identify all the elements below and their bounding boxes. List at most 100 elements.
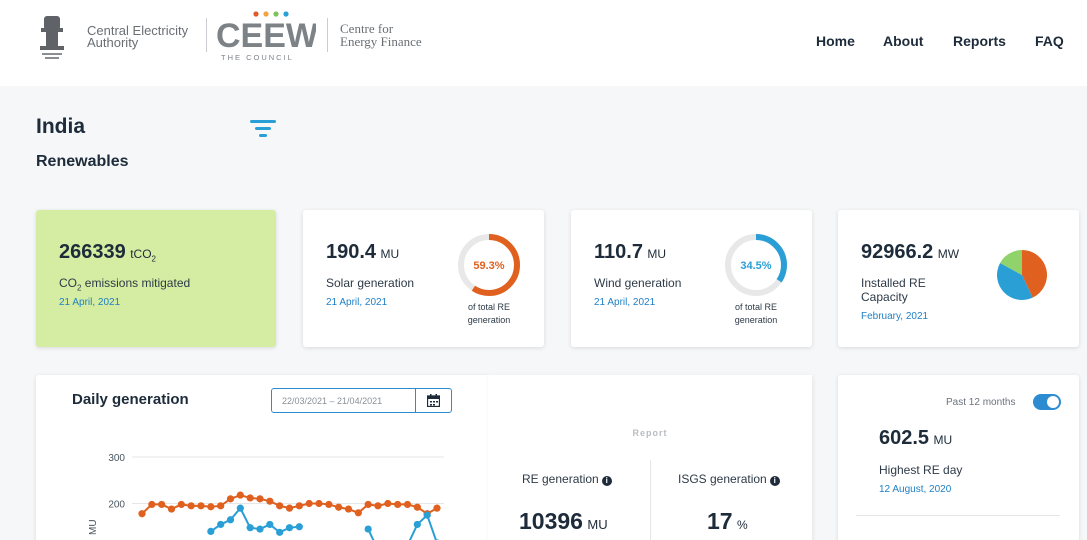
top-header: Central Electricity Authority CEEW THE C… [0, 0, 1087, 86]
capacity-pie-chart [997, 250, 1047, 300]
solar-percent: 59.3% [473, 260, 504, 272]
wind-value: 110.7 [594, 241, 643, 263]
capacity-label-2: Capacity [861, 290, 908, 304]
pie-slice-2 [1000, 250, 1022, 275]
series-0-point[interactable] [433, 504, 441, 512]
logo-divider [206, 18, 207, 52]
wind-date: 21 April, 2021 [594, 297, 656, 308]
series-0-point[interactable] [305, 499, 313, 508]
solar-donut: 59.3% [458, 234, 520, 296]
wind-label: Wind generation [594, 276, 682, 290]
series-0-point[interactable] [256, 495, 264, 503]
series-1-point[interactable] [226, 516, 235, 524]
capacity-value-row: 92966.2 MW [861, 241, 959, 264]
report-divider [650, 460, 651, 540]
series-0-point[interactable] [374, 502, 382, 510]
series-1-point[interactable] [246, 524, 254, 532]
capacity-label-1: Installed RE [861, 276, 926, 290]
solar-note-1: of total RE [467, 302, 511, 312]
series-0-point[interactable] [384, 499, 392, 508]
nav-about[interactable]: About [883, 33, 924, 49]
series-0-point[interactable] [158, 500, 166, 509]
nav-home[interactable]: Home [816, 33, 855, 49]
ceew-wordmark: CEEW [216, 17, 316, 55]
cea-line-2: Authority [87, 35, 139, 50]
series-0-point[interactable] [335, 503, 343, 511]
series-0-point[interactable] [403, 500, 412, 509]
report-panel: Report RE generation i 10396 MU ISGS gene… [488, 375, 812, 540]
co2-label-pre: CO [59, 276, 77, 290]
series-0-point[interactable] [177, 500, 185, 509]
solar-value: 190.4 [326, 241, 377, 263]
series-0-point[interactable] [413, 503, 421, 511]
co2-unit-text: tCO [130, 247, 152, 261]
isgs-generation-unit: % [737, 518, 748, 532]
re-info-icon[interactable]: i [601, 476, 612, 486]
series-1-point[interactable] [285, 524, 294, 532]
series-0-point[interactable] [197, 502, 205, 510]
nav-reports[interactable]: Reports [953, 33, 1006, 49]
series-0-point[interactable] [276, 502, 284, 510]
series-0-point[interactable] [285, 504, 294, 512]
series-1-point[interactable] [276, 528, 284, 536]
series-0-point[interactable] [246, 494, 254, 502]
highest-value-row: 602.5 MU [879, 427, 952, 450]
pie-slice-0 [1022, 250, 1047, 298]
series-0-point[interactable] [207, 503, 215, 511]
y-tick-300: 300 [108, 453, 125, 464]
series-0-point[interactable] [266, 497, 274, 505]
series-1-point[interactable] [236, 504, 244, 512]
solar-unit: MU [380, 247, 400, 261]
section-title: Renewables [36, 153, 129, 170]
filter-icon[interactable] [250, 118, 278, 140]
series-1-point[interactable] [423, 511, 431, 519]
report-title: Report [632, 428, 668, 438]
wind-percent: 34.5% [740, 260, 771, 272]
solar-label: Solar generation [326, 276, 415, 290]
series-0-point[interactable] [236, 491, 244, 499]
series-1-point[interactable] [295, 523, 303, 531]
solar-card: 190.4 MU Solar generation 21 April, 2021… [303, 210, 544, 347]
co2-unit-sub: 2 [151, 254, 156, 264]
series-1-point[interactable] [207, 527, 215, 535]
series-0-point[interactable] [226, 495, 235, 503]
highest-date: 12 August, 2020 [879, 484, 952, 495]
wind-note: of total RE generation [720, 301, 792, 327]
isgs-info-icon[interactable]: i [769, 476, 780, 486]
wind-unit: MU [647, 247, 667, 261]
series-1-point[interactable] [266, 520, 274, 529]
re-generation-label-row: RE generation i [522, 472, 612, 486]
isgs-generation-value: 17 [707, 508, 733, 534]
calendar-button[interactable] [415, 389, 451, 412]
series-0-point[interactable] [167, 505, 176, 513]
nav-faq[interactable]: FAQ [1035, 33, 1064, 49]
highest-unit: MU [933, 433, 953, 447]
isgs-generation-value-row: 17 % [707, 508, 748, 535]
daily-generation-title: Daily generation [72, 391, 189, 408]
co2-value: 266339 [59, 241, 126, 263]
series-0-point[interactable] [295, 502, 303, 510]
series-1-point[interactable] [217, 520, 225, 529]
series-0-point[interactable] [187, 502, 195, 510]
series-0-point[interactable] [148, 500, 156, 509]
series-0-point[interactable] [217, 502, 225, 510]
past-12-months-toggle[interactable] [1033, 394, 1061, 410]
logo-divider-2 [327, 18, 328, 52]
wind-donut: 34.5% [725, 234, 787, 296]
cef-line-1: Centre for [340, 21, 394, 36]
wind-note-2: generation [734, 315, 778, 325]
series-1-point[interactable] [413, 520, 421, 529]
series-0-point[interactable] [138, 510, 146, 518]
series-0-point[interactable] [394, 500, 402, 509]
date-range-picker[interactable]: 22/03/2021 – 21/04/2021 [271, 388, 452, 413]
series-0-point[interactable] [364, 500, 372, 509]
co2-label-post: emissions mitigated [81, 276, 191, 290]
series-0-point[interactable] [354, 509, 362, 517]
series-0-point[interactable] [344, 505, 353, 513]
series-0-point[interactable] [315, 499, 323, 508]
series-0-point[interactable] [325, 500, 333, 509]
capacity-value: 92966.2 [861, 241, 934, 263]
series-1-point[interactable] [364, 525, 372, 533]
series-1-point[interactable] [256, 525, 264, 533]
wind-donut-arc [725, 234, 787, 296]
